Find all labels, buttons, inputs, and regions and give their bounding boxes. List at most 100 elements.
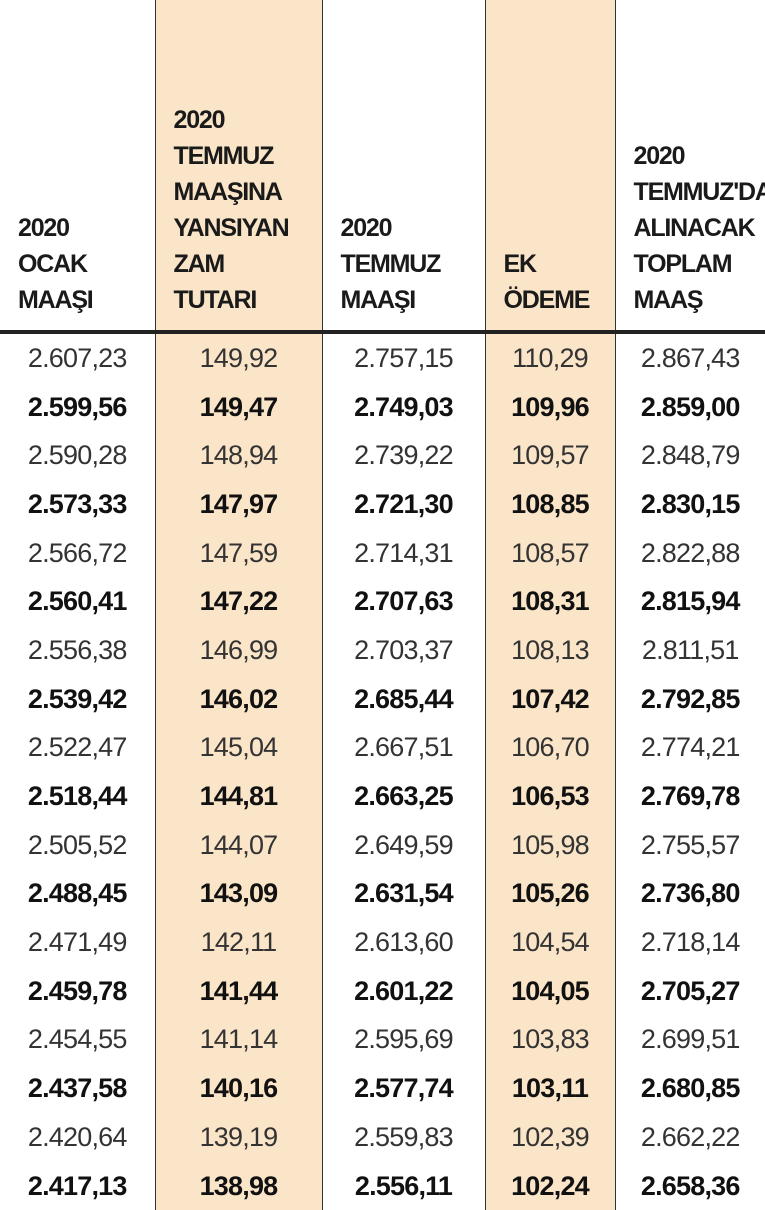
table-cell: 2.714,31 xyxy=(322,529,485,578)
header-line: MAAŞ xyxy=(634,282,765,318)
table-cell: 2.601,22 xyxy=(322,967,485,1016)
table-cell: 104,54 xyxy=(485,918,615,967)
table-cell: 2.774,21 xyxy=(615,724,765,773)
table-cell: 2.815,94 xyxy=(615,577,765,626)
table-cell: 147,97 xyxy=(155,480,322,529)
table-cell: 102,39 xyxy=(485,1113,615,1162)
table-cell: 2.685,44 xyxy=(322,675,485,724)
header-line: ALINACAK xyxy=(634,210,765,246)
table-cell: 2.749,03 xyxy=(322,383,485,432)
header-line: ZAM xyxy=(174,246,322,282)
table-cell: 2.703,37 xyxy=(322,626,485,675)
table-cell: 2.718,14 xyxy=(615,918,765,967)
table-cell: 2.658,36 xyxy=(615,1162,765,1210)
table-cell: 106,70 xyxy=(485,724,615,773)
table-cell: 148,94 xyxy=(155,431,322,480)
header-line: OCAK xyxy=(18,246,155,282)
table-cell: 2.757,15 xyxy=(322,332,485,383)
header-line: TUTARI xyxy=(174,282,322,318)
table-cell: 2.822,88 xyxy=(615,529,765,578)
header-line: TEMMUZ'DA xyxy=(634,174,765,210)
table-cell: 2.573,33 xyxy=(0,480,155,529)
table-cell: 147,22 xyxy=(155,577,322,626)
table-cell: 2.522,47 xyxy=(0,724,155,773)
header-line: 2020 xyxy=(174,102,322,138)
table-cell: 149,92 xyxy=(155,332,322,383)
header-line: 2020 xyxy=(18,210,155,246)
table-cell: 2.859,00 xyxy=(615,383,765,432)
table-cell: 144,81 xyxy=(155,772,322,821)
table-cell: 2.662,22 xyxy=(615,1113,765,1162)
table-cell: 144,07 xyxy=(155,821,322,870)
table-cell: 2.590,28 xyxy=(0,431,155,480)
table-cell: 2.699,51 xyxy=(615,1016,765,1065)
table-cell: 149,47 xyxy=(155,383,322,432)
header-line: YANSIYAN xyxy=(174,210,322,246)
header-line: 2020 xyxy=(634,138,765,174)
table-cell: 2.417,13 xyxy=(0,1162,155,1210)
table-cell: 2.739,22 xyxy=(322,431,485,480)
table-cell: 2.755,57 xyxy=(615,821,765,870)
table-cell: 140,16 xyxy=(155,1064,322,1113)
table-cell: 2.680,85 xyxy=(615,1064,765,1113)
table-cell: 2.607,23 xyxy=(0,332,155,383)
table-cell: 2.792,85 xyxy=(615,675,765,724)
table-cell: 2.769,78 xyxy=(615,772,765,821)
table-cell: 146,02 xyxy=(155,675,322,724)
table-cell: 108,85 xyxy=(485,480,615,529)
header-line: MAAŞINA xyxy=(174,174,322,210)
table-cell: 141,44 xyxy=(155,967,322,1016)
table-cell: 2.663,25 xyxy=(322,772,485,821)
table-cell: 2.721,30 xyxy=(322,480,485,529)
table-cell: 2.566,72 xyxy=(0,529,155,578)
table-cell: 103,11 xyxy=(485,1064,615,1113)
table-cell: 2.631,54 xyxy=(322,870,485,919)
table-cell: 2.599,56 xyxy=(0,383,155,432)
table-cell: 2.577,74 xyxy=(322,1064,485,1113)
table-cell: 2.707,63 xyxy=(322,577,485,626)
header-line: MAAŞI xyxy=(18,282,155,318)
header-line: MAAŞI xyxy=(341,282,485,318)
table-cell: 2.649,59 xyxy=(322,821,485,870)
table-cell: 104,05 xyxy=(485,967,615,1016)
table-cell: 103,83 xyxy=(485,1016,615,1065)
table-cell: 2.459,78 xyxy=(0,967,155,1016)
header-line: 2020 xyxy=(341,210,485,246)
table-cell: 142,11 xyxy=(155,918,322,967)
table-cell: 2.556,11 xyxy=(322,1162,485,1210)
table-cell: 2.454,55 xyxy=(0,1016,155,1065)
table-cell: 109,96 xyxy=(485,383,615,432)
table-cell: 2.595,69 xyxy=(322,1016,485,1065)
table-cell: 102,24 xyxy=(485,1162,615,1210)
table-cell: 2.518,44 xyxy=(0,772,155,821)
table-cell: 2.559,83 xyxy=(322,1113,485,1162)
table-cell: 141,14 xyxy=(155,1016,322,1065)
table-cell: 105,26 xyxy=(485,870,615,919)
table-cell: 2.471,49 xyxy=(0,918,155,967)
table-cell: 107,42 xyxy=(485,675,615,724)
table-cell: 2.488,45 xyxy=(0,870,155,919)
table-cell: 2.505,52 xyxy=(0,821,155,870)
